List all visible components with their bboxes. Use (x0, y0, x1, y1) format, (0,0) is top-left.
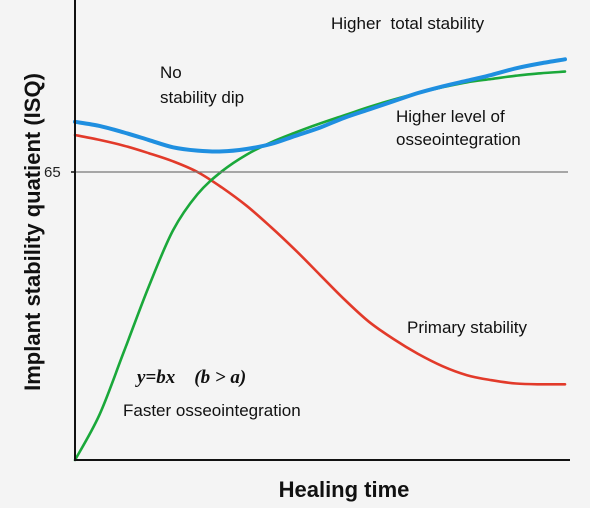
y-tick-label-65: 65 (44, 164, 61, 181)
annotation-no-dip-line1: No (160, 63, 182, 82)
series-line-osseointegration (73, 70, 567, 462)
x-axis-title: Healing time (279, 477, 410, 502)
series-line-total (73, 57, 567, 154)
annotation-higher-total-stability: Higher total stability (331, 14, 485, 33)
annotation-faster-osseointegration: Faster osseointegration (123, 401, 301, 420)
annotation-primary-stability: Primary stability (407, 318, 527, 337)
y-axis-title: Implant stability quatient (ISQ) (20, 73, 45, 391)
annotation-formula: y=bx (b > a) (135, 367, 246, 388)
annotation-higher-level-line2: osseointegration (396, 130, 521, 149)
annotation-no-dip-line2: stability dip (160, 88, 244, 107)
plot-series-group (73, 57, 567, 462)
series-line-primary (73, 133, 567, 386)
annotation-higher-level-line1: Higher level of (396, 107, 505, 126)
